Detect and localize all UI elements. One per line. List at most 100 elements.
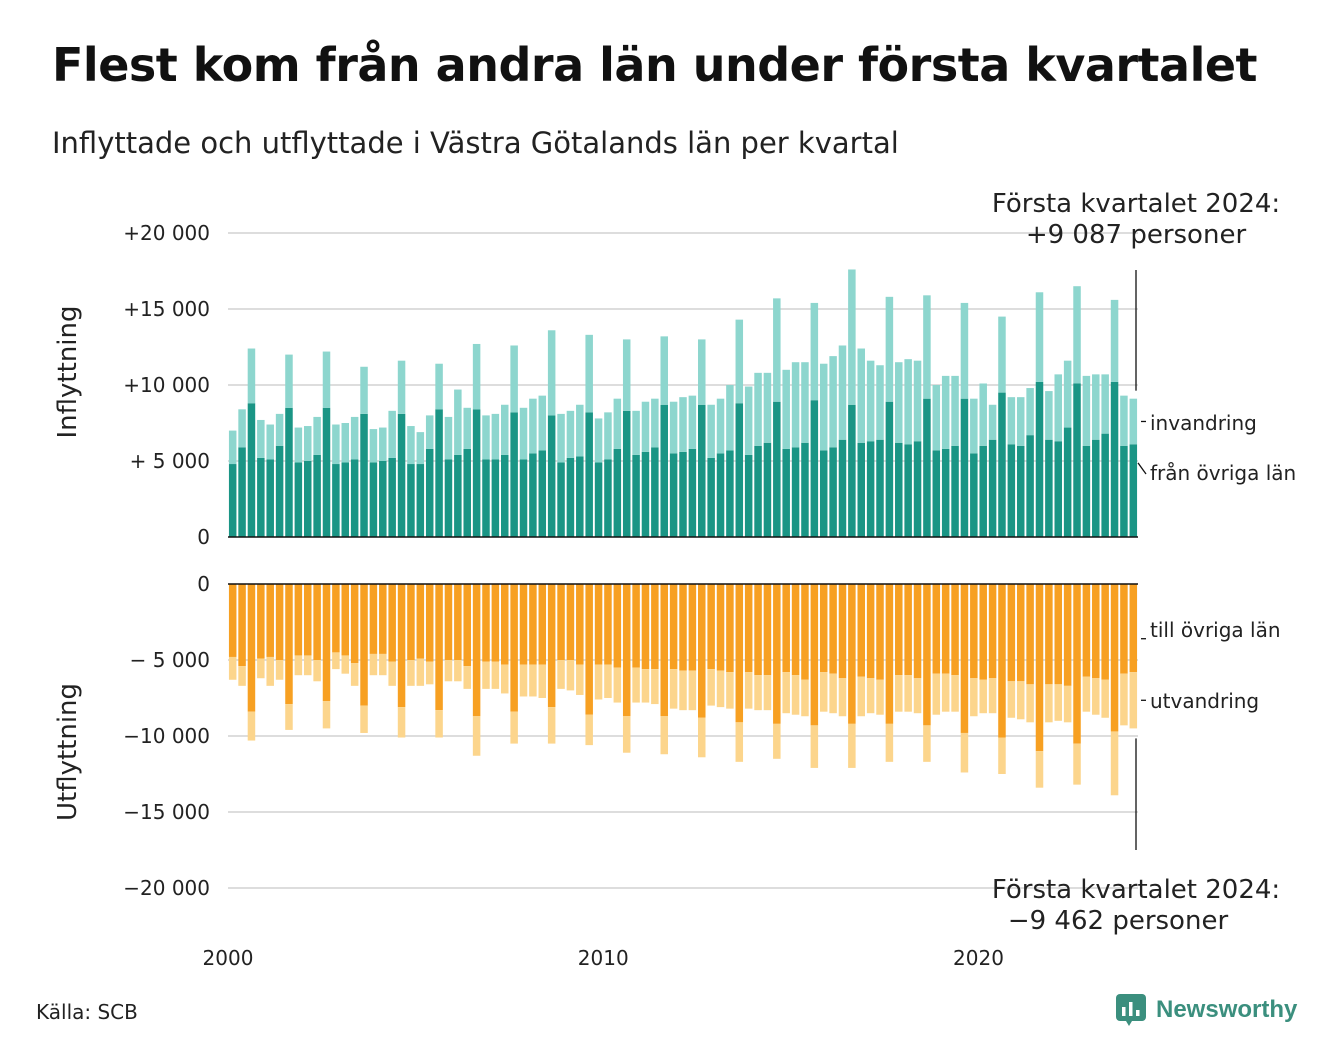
bar-invandring (1073, 286, 1081, 384)
bar-till-ovriga-lan (735, 584, 744, 723)
bar-invandring (538, 395, 547, 451)
bar-invandring (472, 343, 481, 410)
bar-fran-ovriga-lan (566, 457, 575, 537)
bar-fran-ovriga-lan (228, 464, 237, 537)
source-note: Källa: SCB (36, 1000, 138, 1024)
bar-invandring (1045, 391, 1053, 440)
bar-till-ovriga-lan (425, 584, 434, 662)
bar-invandring (904, 359, 912, 445)
outflow-annotation-line1: Första kvartalet 2024: (992, 875, 1280, 905)
bar-utvandring (472, 716, 481, 756)
bar-fran-ovriga-lan (613, 448, 622, 537)
bar-till-ovriga-lan (1035, 584, 1044, 752)
bar-till-ovriga-lan (613, 584, 622, 668)
bar-fran-ovriga-lan (998, 392, 1006, 537)
bar-fran-ovriga-lan (519, 459, 528, 537)
bar-utvandring (791, 675, 800, 715)
bar-till-ovriga-lan (388, 584, 396, 662)
bar-fran-ovriga-lan (1082, 445, 1091, 537)
y-tick-label: 0 (197, 572, 210, 596)
bar-utvandring (754, 675, 762, 711)
bar-fran-ovriga-lan (1129, 444, 1138, 537)
bar-till-ovriga-lan (585, 584, 593, 715)
bar-till-ovriga-lan (951, 584, 959, 676)
bar-fran-ovriga-lan (698, 404, 706, 537)
bar-till-ovriga-lan (866, 584, 875, 679)
bar-till-ovriga-lan (838, 584, 847, 679)
bar-utvandring (491, 661, 500, 689)
bar-till-ovriga-lan (350, 584, 359, 664)
bar-fran-ovriga-lan (369, 462, 378, 537)
bar-invandring (247, 348, 256, 404)
bar-invandring (1026, 388, 1034, 436)
bar-invandring (510, 345, 518, 413)
bar-invandring (501, 404, 509, 455)
bar-utvandring (407, 660, 415, 686)
bar-utvandring (979, 679, 987, 714)
bar-fran-ovriga-lan (801, 442, 809, 537)
bar-fran-ovriga-lan (350, 459, 359, 537)
bar-fran-ovriga-lan (763, 442, 772, 537)
bar-invandring (1129, 398, 1138, 445)
bar-till-ovriga-lan (632, 584, 640, 668)
bar-invandring (866, 360, 875, 442)
bar-utvandring (1045, 684, 1053, 723)
bar-till-ovriga-lan (913, 584, 922, 679)
bar-till-ovriga-lan (651, 584, 659, 670)
bar-utvandring (332, 652, 340, 670)
bar-utvandring (876, 679, 884, 715)
bar-utvandring (707, 669, 715, 706)
bar-fran-ovriga-lan (238, 447, 246, 537)
bar-fran-ovriga-lan (388, 457, 396, 537)
bar-utvandring (716, 670, 725, 708)
x-tick-label: 2000 (203, 946, 254, 970)
bar-fran-ovriga-lan (726, 450, 734, 537)
bar-invandring (482, 415, 490, 460)
bar-till-ovriga-lan (1129, 584, 1138, 673)
bar-invandring (819, 363, 828, 451)
bar-invandring (444, 416, 453, 460)
bar-utvandring (1054, 684, 1063, 721)
bar-till-ovriga-lan (848, 584, 856, 724)
bar-invandring (1110, 299, 1119, 382)
bar-utvandring (866, 678, 875, 714)
bar-invandring (1035, 292, 1044, 382)
bar-utvandring (1110, 731, 1119, 796)
bar-utvandring (266, 656, 274, 686)
bar-utvandring (782, 672, 790, 714)
bar-till-ovriga-lan (960, 584, 969, 733)
bar-till-ovriga-lan (660, 584, 668, 717)
bar-fran-ovriga-lan (1054, 441, 1063, 537)
bar-till-ovriga-lan (369, 584, 378, 654)
bar-fran-ovriga-lan (557, 462, 565, 537)
bar-till-ovriga-lan (1054, 584, 1063, 685)
bar-fran-ovriga-lan (866, 441, 875, 537)
bar-invandring (1082, 375, 1091, 446)
bar-till-ovriga-lan (397, 584, 406, 708)
bar-utvandring (604, 664, 612, 698)
bar-invandring (454, 389, 462, 455)
bar-fran-ovriga-lan (848, 404, 856, 537)
bar-till-ovriga-lan (566, 584, 575, 660)
bar-utvandring (1101, 679, 1109, 718)
bar-fran-ovriga-lan (538, 450, 547, 537)
bar-till-ovriga-lan (885, 584, 894, 724)
bar-invandring (838, 345, 847, 440)
bar-till-ovriga-lan (604, 584, 612, 665)
bar-fran-ovriga-lan (247, 403, 256, 537)
bar-invandring (895, 362, 903, 443)
bar-fran-ovriga-lan (829, 447, 837, 537)
bar-utvandring (773, 723, 781, 759)
bar-utvandring (763, 675, 772, 711)
bar-till-ovriga-lan (472, 584, 481, 717)
bar-utvandring (275, 660, 284, 680)
inflow-axis-label: Inflyttning (53, 306, 83, 439)
bar-fran-ovriga-lan (1035, 381, 1044, 537)
bar-till-ovriga-lan (1063, 584, 1072, 686)
bar-utvandring (416, 658, 425, 686)
bar-till-ovriga-lan (895, 584, 903, 676)
bar-invandring (1101, 374, 1109, 434)
bar-utvandring (1016, 681, 1025, 720)
bar-fran-ovriga-lan (876, 439, 884, 537)
bar-utvandring (819, 672, 828, 712)
